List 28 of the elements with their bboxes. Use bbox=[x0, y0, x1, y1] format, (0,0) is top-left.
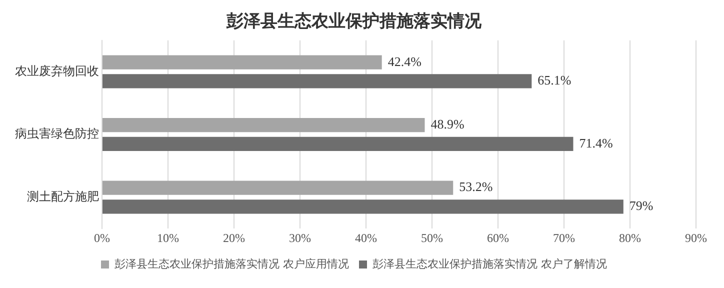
data-label: 71.4% bbox=[579, 135, 613, 150]
data-label: 79% bbox=[629, 198, 654, 214]
bar bbox=[102, 118, 425, 132]
bar bbox=[102, 74, 532, 88]
legend-label: 彭泽县生态农业保护措施落实情况 农户了解情况 bbox=[372, 257, 607, 270]
data-label: 53.2% bbox=[459, 179, 493, 194]
bar bbox=[102, 136, 574, 151]
chart-title: 彭泽县生态农业保护措施落实情况 bbox=[226, 12, 482, 32]
x-tick-label: 90% bbox=[685, 230, 707, 245]
bar bbox=[102, 180, 454, 195]
x-tick-label: 0% bbox=[94, 230, 110, 245]
bar bbox=[102, 55, 382, 70]
legend-label: 彭泽县生态农业保护措施落实情况 农户应用情况 bbox=[114, 257, 350, 270]
x-tick-label: 40% bbox=[355, 230, 377, 245]
data-label: 42.4% bbox=[388, 54, 422, 69]
x-tick-label: 10% bbox=[157, 230, 179, 245]
y-tick-label: 测土配方施肥 bbox=[27, 189, 99, 204]
y-tick-label: 农业废弃物回收 bbox=[15, 64, 99, 78]
x-tick-label: 50% bbox=[421, 230, 443, 245]
x-tick-label: 30% bbox=[289, 230, 311, 245]
x-tick-label: 20% bbox=[223, 230, 245, 245]
y-tick-label: 病虫害绿色防控 bbox=[15, 126, 99, 141]
x-tick-label: 80% bbox=[619, 230, 641, 245]
x-tick-label: 70% bbox=[553, 230, 575, 245]
data-label: 65.1% bbox=[538, 72, 572, 88]
data-label: 48.9% bbox=[430, 116, 464, 132]
bar bbox=[102, 200, 624, 214]
x-tick-label: 60% bbox=[487, 230, 509, 245]
